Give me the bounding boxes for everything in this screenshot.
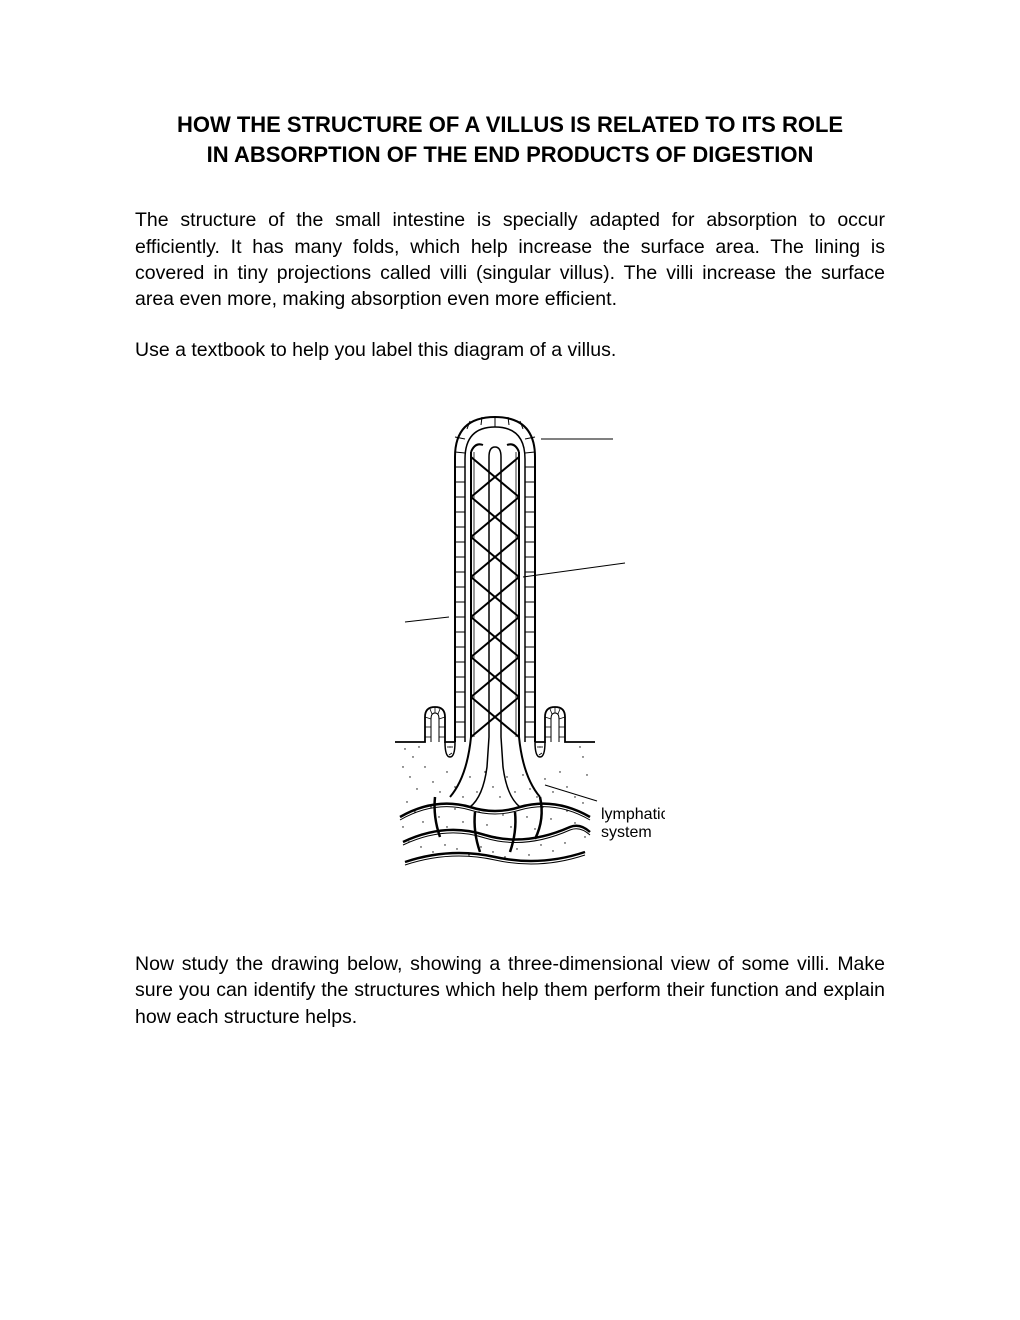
page-title: HOW THE STRUCTURE OF A VILLUS IS RELATED… <box>135 110 885 169</box>
intro-paragraph: The structure of the small intestine is … <box>135 207 885 312</box>
villus-diagram-container: lymphatic system <box>135 397 885 907</box>
instruction-text: Use a textbook to help you label this di… <box>135 337 885 363</box>
title-line-1: HOW THE STRUCTURE OF A VILLUS IS RELATED… <box>177 112 843 137</box>
lymphatic-label-line2: system <box>601 824 652 841</box>
lymphatic-label-line1: lymphatic <box>601 806 665 823</box>
second-paragraph: Now study the drawing below, showing a t… <box>135 951 885 1030</box>
title-line-2: IN ABSORPTION OF THE END PRODUCTS OF DIG… <box>207 142 814 167</box>
villus-diagram: lymphatic system <box>355 397 665 907</box>
